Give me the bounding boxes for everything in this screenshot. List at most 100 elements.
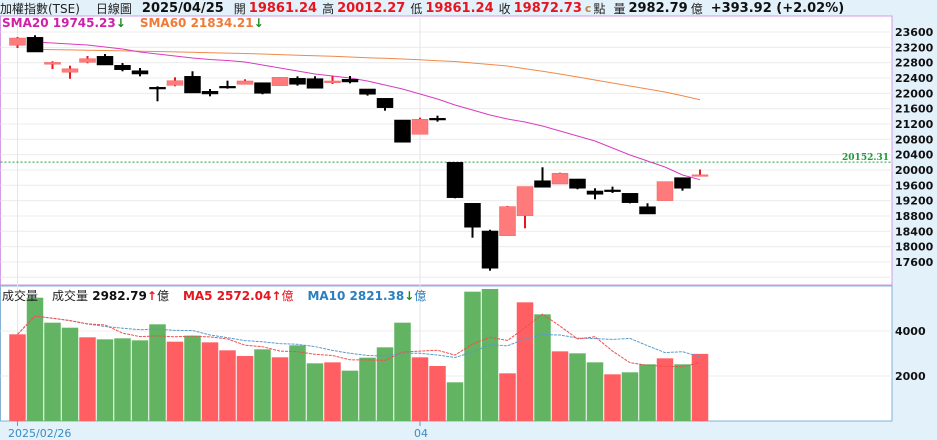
open-value: 19861.24 <box>248 0 318 16</box>
close-value: 19872.73 <box>513 0 582 16</box>
price-panel <box>0 15 893 286</box>
candle-body <box>219 86 236 89</box>
candle <box>149 86 166 102</box>
volume-panel-title: 成交量 <box>2 289 39 303</box>
candle <box>96 53 114 66</box>
candle <box>26 35 44 53</box>
candle <box>341 75 359 84</box>
candle-body <box>166 80 184 86</box>
candle-body <box>61 68 79 73</box>
candle-body <box>44 62 61 65</box>
candle <box>674 177 691 191</box>
candle-body <box>674 177 691 189</box>
candle-body <box>149 87 166 90</box>
price-tick-label: 18800 <box>895 210 934 223</box>
candle-body <box>306 78 324 89</box>
volume-legend: 成交量 2982.79↑億 <box>52 287 169 304</box>
low-value: 19861.24 <box>425 0 494 16</box>
volume-bar <box>131 340 149 421</box>
volume-bar <box>96 339 114 421</box>
chart-type[interactable]: 日線圖 <box>95 1 132 16</box>
candle <box>44 61 61 69</box>
volume-bar <box>341 370 359 421</box>
volume-legend-value: 2982.79 <box>92 289 147 303</box>
volume-bar <box>219 350 236 421</box>
candle-body <box>691 174 709 177</box>
volume-bar <box>394 322 411 421</box>
volume-bar <box>254 349 271 421</box>
arrow-up-icon: ↑ <box>271 289 282 303</box>
volume-bar <box>604 374 621 421</box>
candle-body <box>464 203 481 228</box>
volume-legend-unit: 億 <box>156 289 169 303</box>
candle <box>429 115 446 122</box>
volume-bar <box>184 335 201 421</box>
candle-body <box>604 189 621 192</box>
candle <box>376 98 394 111</box>
candle-body <box>96 56 114 66</box>
arrow-down-icon: ↓ <box>253 16 264 30</box>
close-label: 收 <box>498 1 511 16</box>
date-label: 2025/02/26 <box>8 427 71 440</box>
candle <box>324 75 341 84</box>
volume-bar <box>44 322 61 421</box>
candle <box>621 193 639 204</box>
close-flag: c <box>584 1 592 15</box>
candle <box>61 65 79 79</box>
candle <box>464 203 481 238</box>
candle <box>569 178 586 190</box>
volume-bar <box>61 327 79 421</box>
candle <box>184 71 201 94</box>
candle <box>411 117 429 135</box>
volume-bar <box>481 288 499 421</box>
candle <box>394 119 411 143</box>
candle-body <box>551 173 569 185</box>
candle-body <box>499 206 516 236</box>
candle <box>236 79 254 85</box>
volume-ma5-line <box>17 313 701 368</box>
high-label: 高 <box>322 1 335 16</box>
volume-legend-label: 成交量 <box>52 289 89 303</box>
ma5-label: MA5 2572.04 <box>182 289 272 303</box>
volume-bar <box>551 351 569 421</box>
sma60-line <box>34 48 701 101</box>
volume-bar <box>166 341 184 421</box>
sma20-label: SMA20 19745.23 <box>2 16 116 30</box>
candle <box>166 77 184 87</box>
volume-unit: 億 <box>690 1 703 16</box>
quote-date: 2025/04/25 <box>141 0 224 16</box>
arrow-down-icon: ↓ <box>404 289 415 303</box>
volume-bar <box>114 338 131 421</box>
volume-bar <box>306 363 324 421</box>
price-tick-label: 19200 <box>895 195 934 208</box>
candle-body <box>359 88 376 95</box>
candle-body <box>289 78 306 85</box>
price-tick-label: 23600 <box>895 26 934 39</box>
volume-bar <box>691 353 709 421</box>
volume-bar <box>359 357 376 421</box>
candle <box>306 76 324 89</box>
candle-body <box>324 80 341 83</box>
candle <box>289 76 306 86</box>
ma10-unit: 億 <box>414 289 427 303</box>
price-tick-label: 20000 <box>895 164 934 177</box>
candle-body <box>236 80 254 85</box>
price-tick-label: 18000 <box>895 241 934 254</box>
candle <box>114 63 131 72</box>
candle-body <box>446 162 464 198</box>
volume-bar <box>586 362 604 421</box>
ma10-label: MA10 2821.38 <box>307 289 405 303</box>
candle <box>201 88 219 97</box>
candle-body <box>114 65 131 70</box>
volume-bar <box>499 373 516 421</box>
date-label: 04 <box>414 427 428 440</box>
candle-body <box>376 98 394 108</box>
candle-body <box>271 77 289 86</box>
reference-price-label: 20152.31 <box>842 153 889 163</box>
candle-body <box>184 76 201 94</box>
volume-bar <box>446 382 464 421</box>
candle <box>359 88 376 96</box>
volume-bar <box>271 357 289 421</box>
